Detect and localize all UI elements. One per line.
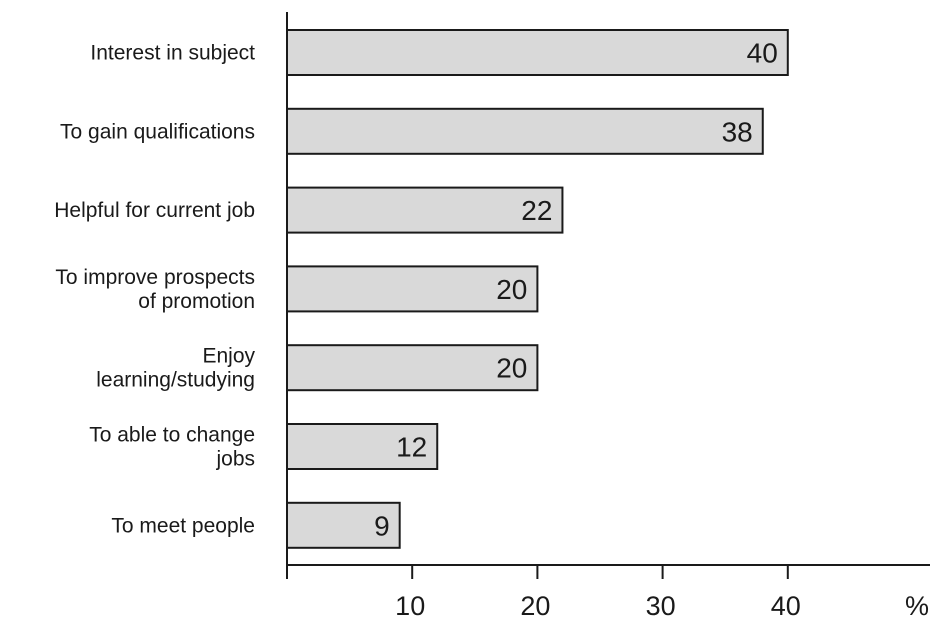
x-tick-label: 30	[646, 591, 676, 619]
category-label: To able to change jobs	[89, 424, 255, 471]
labels-group: 40 Interest in subject 38 To gain qualifica…	[54, 38, 929, 619]
category-label: To improve prospects of promotion	[55, 266, 255, 313]
category-label-line: To able to change	[89, 424, 255, 447]
category-label-line: of promotion	[138, 290, 255, 313]
bar	[286, 265, 539, 313]
category-label: To meet people	[111, 514, 255, 537]
x-tick-label: 20	[520, 591, 550, 619]
category-label-line: Helpful for current job	[54, 199, 255, 222]
x-tick-label: 40	[771, 591, 801, 619]
bar-value-label: 40	[747, 38, 778, 69]
x-unit-label: %	[905, 591, 929, 619]
bar	[286, 344, 539, 392]
category-label-line: To meet people	[111, 514, 255, 537]
category-label-line: Interest in subject	[90, 42, 255, 65]
category-label: Helpful for current job	[54, 199, 255, 222]
x-tick-label: 10	[395, 591, 425, 619]
category-label: To gain qualifications	[60, 120, 255, 143]
bar	[286, 501, 401, 549]
bars-group	[286, 29, 789, 549]
bar-value-label: 38	[722, 116, 753, 147]
bar	[286, 107, 764, 155]
category-label-line: learning/studying	[96, 369, 255, 392]
category-label: Enjoy learning/studying	[96, 345, 255, 392]
bar-value-label: 22	[521, 195, 552, 226]
bar	[286, 423, 439, 470]
bar-value-label: 20	[496, 274, 527, 305]
bar	[286, 29, 789, 76]
axes-group	[286, 12, 930, 579]
bar-value-label: 9	[374, 510, 390, 541]
category-label-line: To gain qualifications	[60, 120, 255, 143]
category-label-line: To improve prospects	[55, 266, 255, 289]
category-label-line: Enjoy	[202, 345, 255, 368]
category-label: Interest in subject	[90, 42, 255, 65]
bar-value-label: 20	[496, 353, 527, 384]
category-label-line: jobs	[215, 448, 255, 471]
bar-value-label: 12	[396, 432, 427, 463]
